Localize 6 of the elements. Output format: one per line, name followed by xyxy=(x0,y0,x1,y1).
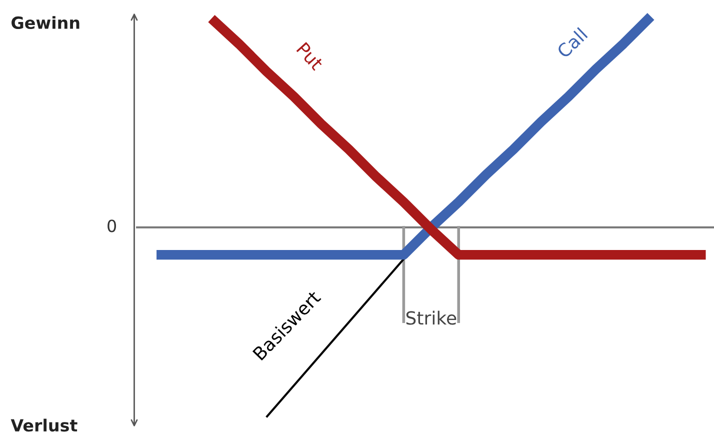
annotation: Strike xyxy=(406,310,456,325)
text: Put xyxy=(296,42,324,72)
text: Call xyxy=(556,27,588,59)
text: 0 xyxy=(108,220,116,232)
text: Gewinn xyxy=(12,16,80,30)
text: Verlust xyxy=(10,418,78,432)
